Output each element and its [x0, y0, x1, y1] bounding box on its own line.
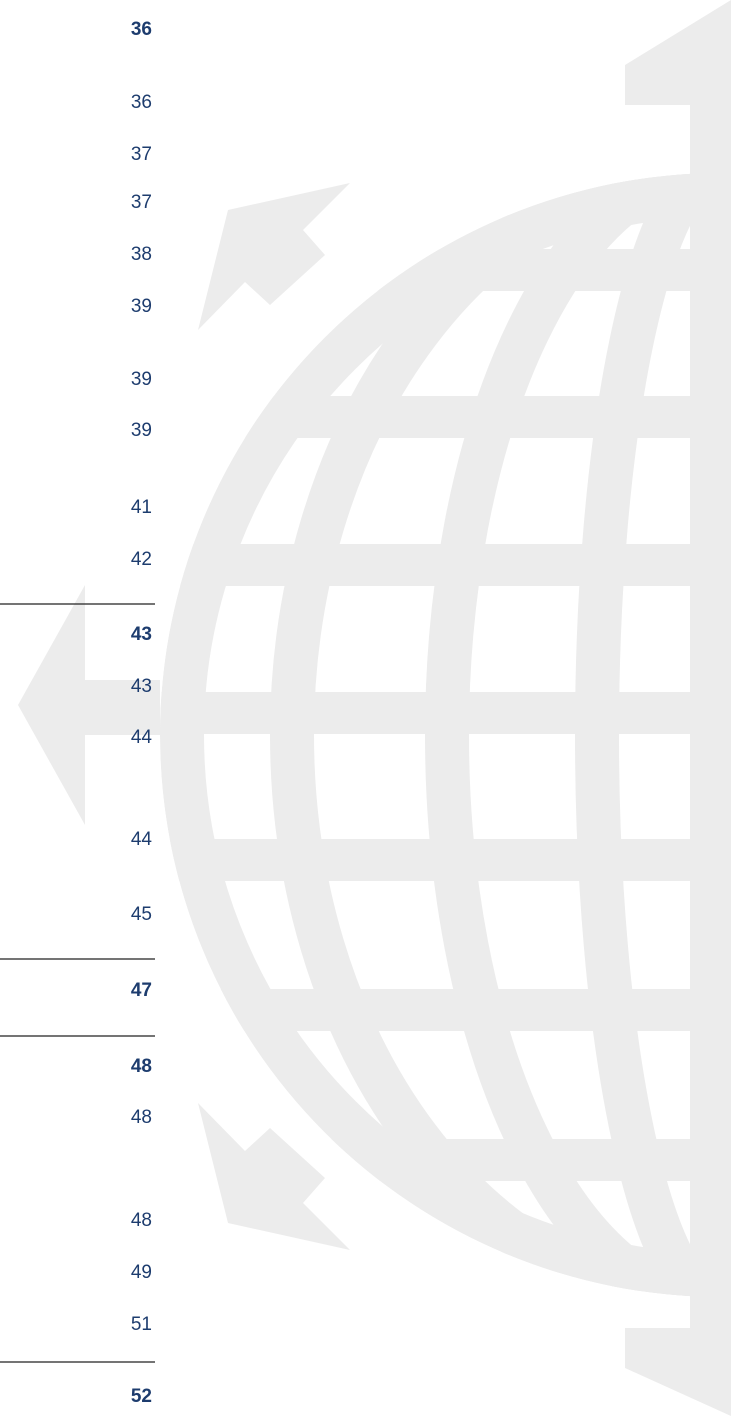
page-number: 37: [131, 144, 152, 165]
page-number: 39: [131, 369, 152, 390]
page-number: 39: [131, 420, 152, 441]
page-number: 41: [131, 497, 152, 518]
page-number: 36: [131, 92, 152, 113]
section-page-number: 43: [131, 624, 152, 645]
page-number: 42: [131, 549, 152, 570]
page-number: 44: [131, 829, 153, 850]
page-number: 49: [131, 1262, 152, 1283]
page-number: 39: [131, 296, 152, 317]
page-number: 37: [131, 192, 152, 213]
section-page-number: 47: [131, 980, 152, 1001]
page-canvas: 36 36 37 37 38 39 39 39 41 42 43 43 44 44 45 47 48 48 48 49…: [0, 0, 731, 1416]
page: 36 36 37 37 38 39 39 39 41 42 43 43 44 44 45 47 48 48 48 49…: [0, 0, 731, 1416]
page-number: 48: [131, 1210, 152, 1231]
page-number: 45: [131, 904, 152, 925]
page-number: 51: [131, 1314, 152, 1335]
section-page-number: 48: [131, 1056, 152, 1077]
page-number: 43: [131, 676, 152, 697]
section-page-number: 52: [131, 1386, 152, 1407]
page-number: 44: [131, 727, 153, 748]
section-page-number: 36: [131, 19, 152, 40]
globe-watermark: [18, 0, 731, 1416]
page-number: 48: [131, 1107, 152, 1128]
page-number: 38: [131, 244, 152, 265]
